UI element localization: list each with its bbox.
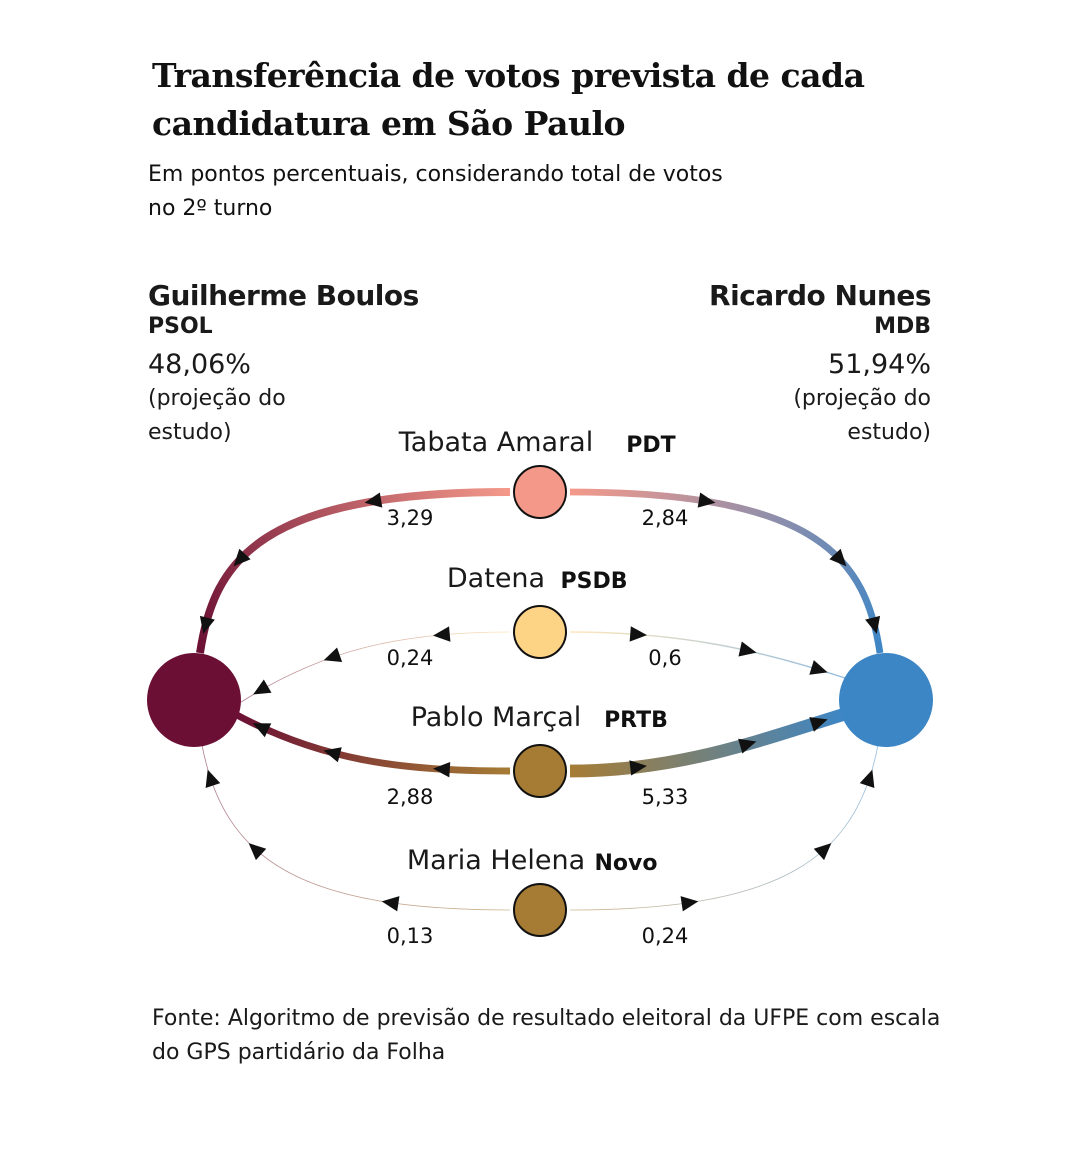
chart-subtitle: Em pontos percentuais, considerando tota…	[148, 162, 723, 221]
candidate-node	[513, 883, 567, 937]
left-candidate-block: Guilherme Boulos PSOL 48,06% (projeção d…	[148, 280, 488, 450]
left-candidate-note: (projeção do estudo)	[148, 386, 286, 445]
flow-to-left	[234, 631, 511, 707]
arrow-to-right	[697, 492, 716, 508]
flow-to-right	[569, 744, 879, 911]
left-candidate-party: PSOL	[148, 314, 213, 339]
arrow-to-right	[629, 626, 647, 642]
source-note: Fonte: Algoritmo de previsão de resultad…	[152, 1006, 941, 1065]
candidate-node	[513, 465, 567, 519]
flow-to-left	[201, 744, 511, 911]
value-to-right: 2,84	[642, 506, 689, 530]
arrow-to-left	[199, 615, 215, 635]
left-candidate-percent: 48,06%	[148, 349, 251, 380]
flow-to-left	[196, 488, 511, 654]
right-candidate-note: (projeção do estudo)	[793, 386, 931, 445]
value-to-left: 2,88	[387, 785, 434, 809]
arrow-to-right	[829, 548, 847, 567]
flow-candidate-party: PDT	[626, 433, 675, 458]
arrow-to-left	[253, 679, 272, 695]
chart-title: Transferência de votos prevista de cada …	[152, 56, 865, 143]
arrow-to-left	[233, 548, 251, 567]
value-to-left: 3,29	[387, 506, 434, 530]
right-candidate-block: Ricardo Nunes MDB 51,94% (projeção do es…	[591, 280, 931, 450]
arrow-to-right	[809, 660, 828, 675]
left-candidate-node	[147, 653, 241, 747]
arrow-to-right	[859, 769, 875, 788]
candidate-node	[513, 605, 567, 659]
arrow-to-left	[323, 647, 343, 663]
flow-candidate-name: Pablo Marçal	[411, 702, 582, 733]
flow-candidate-party: Novo	[595, 851, 658, 876]
arrow-to-left	[364, 492, 383, 508]
flow-candidate-party: PRTB	[604, 708, 668, 733]
arrow-to-left	[381, 896, 400, 912]
value-to-right: 0,6	[648, 646, 681, 670]
arrow-to-left	[248, 843, 267, 861]
flow-candidate-name: Maria Helena	[407, 845, 585, 876]
arrow-to-left	[433, 626, 451, 642]
flow-candidate-name: Datena	[447, 563, 545, 594]
arrow-to-right	[865, 615, 881, 635]
left-candidate-name: Guilherme Boulos	[148, 279, 419, 312]
arrow-to-left	[205, 769, 221, 788]
arrow-to-left	[432, 761, 451, 778]
flow-to-right	[569, 488, 884, 654]
arrow-to-left	[252, 723, 272, 738]
right-candidate-node	[839, 653, 933, 747]
value-to-right: 0,24	[642, 924, 689, 948]
arrow-to-right	[738, 738, 757, 754]
candidate-node	[513, 744, 567, 798]
arrow-to-right	[738, 641, 757, 657]
arrow-to-left	[323, 747, 342, 763]
arrow-to-right	[680, 896, 699, 912]
arrow-to-right	[813, 843, 832, 861]
value-to-left: 0,13	[387, 924, 434, 948]
value-to-left: 0,24	[387, 646, 434, 670]
arrow-to-right	[629, 760, 647, 776]
flow-to-right	[569, 631, 846, 679]
right-candidate-party: MDB	[874, 314, 931, 339]
flow-candidate-party: PSDB	[561, 569, 628, 594]
right-candidate-name: Ricardo Nunes	[709, 279, 931, 312]
right-candidate-percent: 51,94%	[828, 349, 931, 380]
value-to-right: 5,33	[642, 785, 689, 809]
flow-candidate-name: Tabata Amaral	[398, 427, 593, 458]
arrow-to-right	[809, 717, 828, 732]
